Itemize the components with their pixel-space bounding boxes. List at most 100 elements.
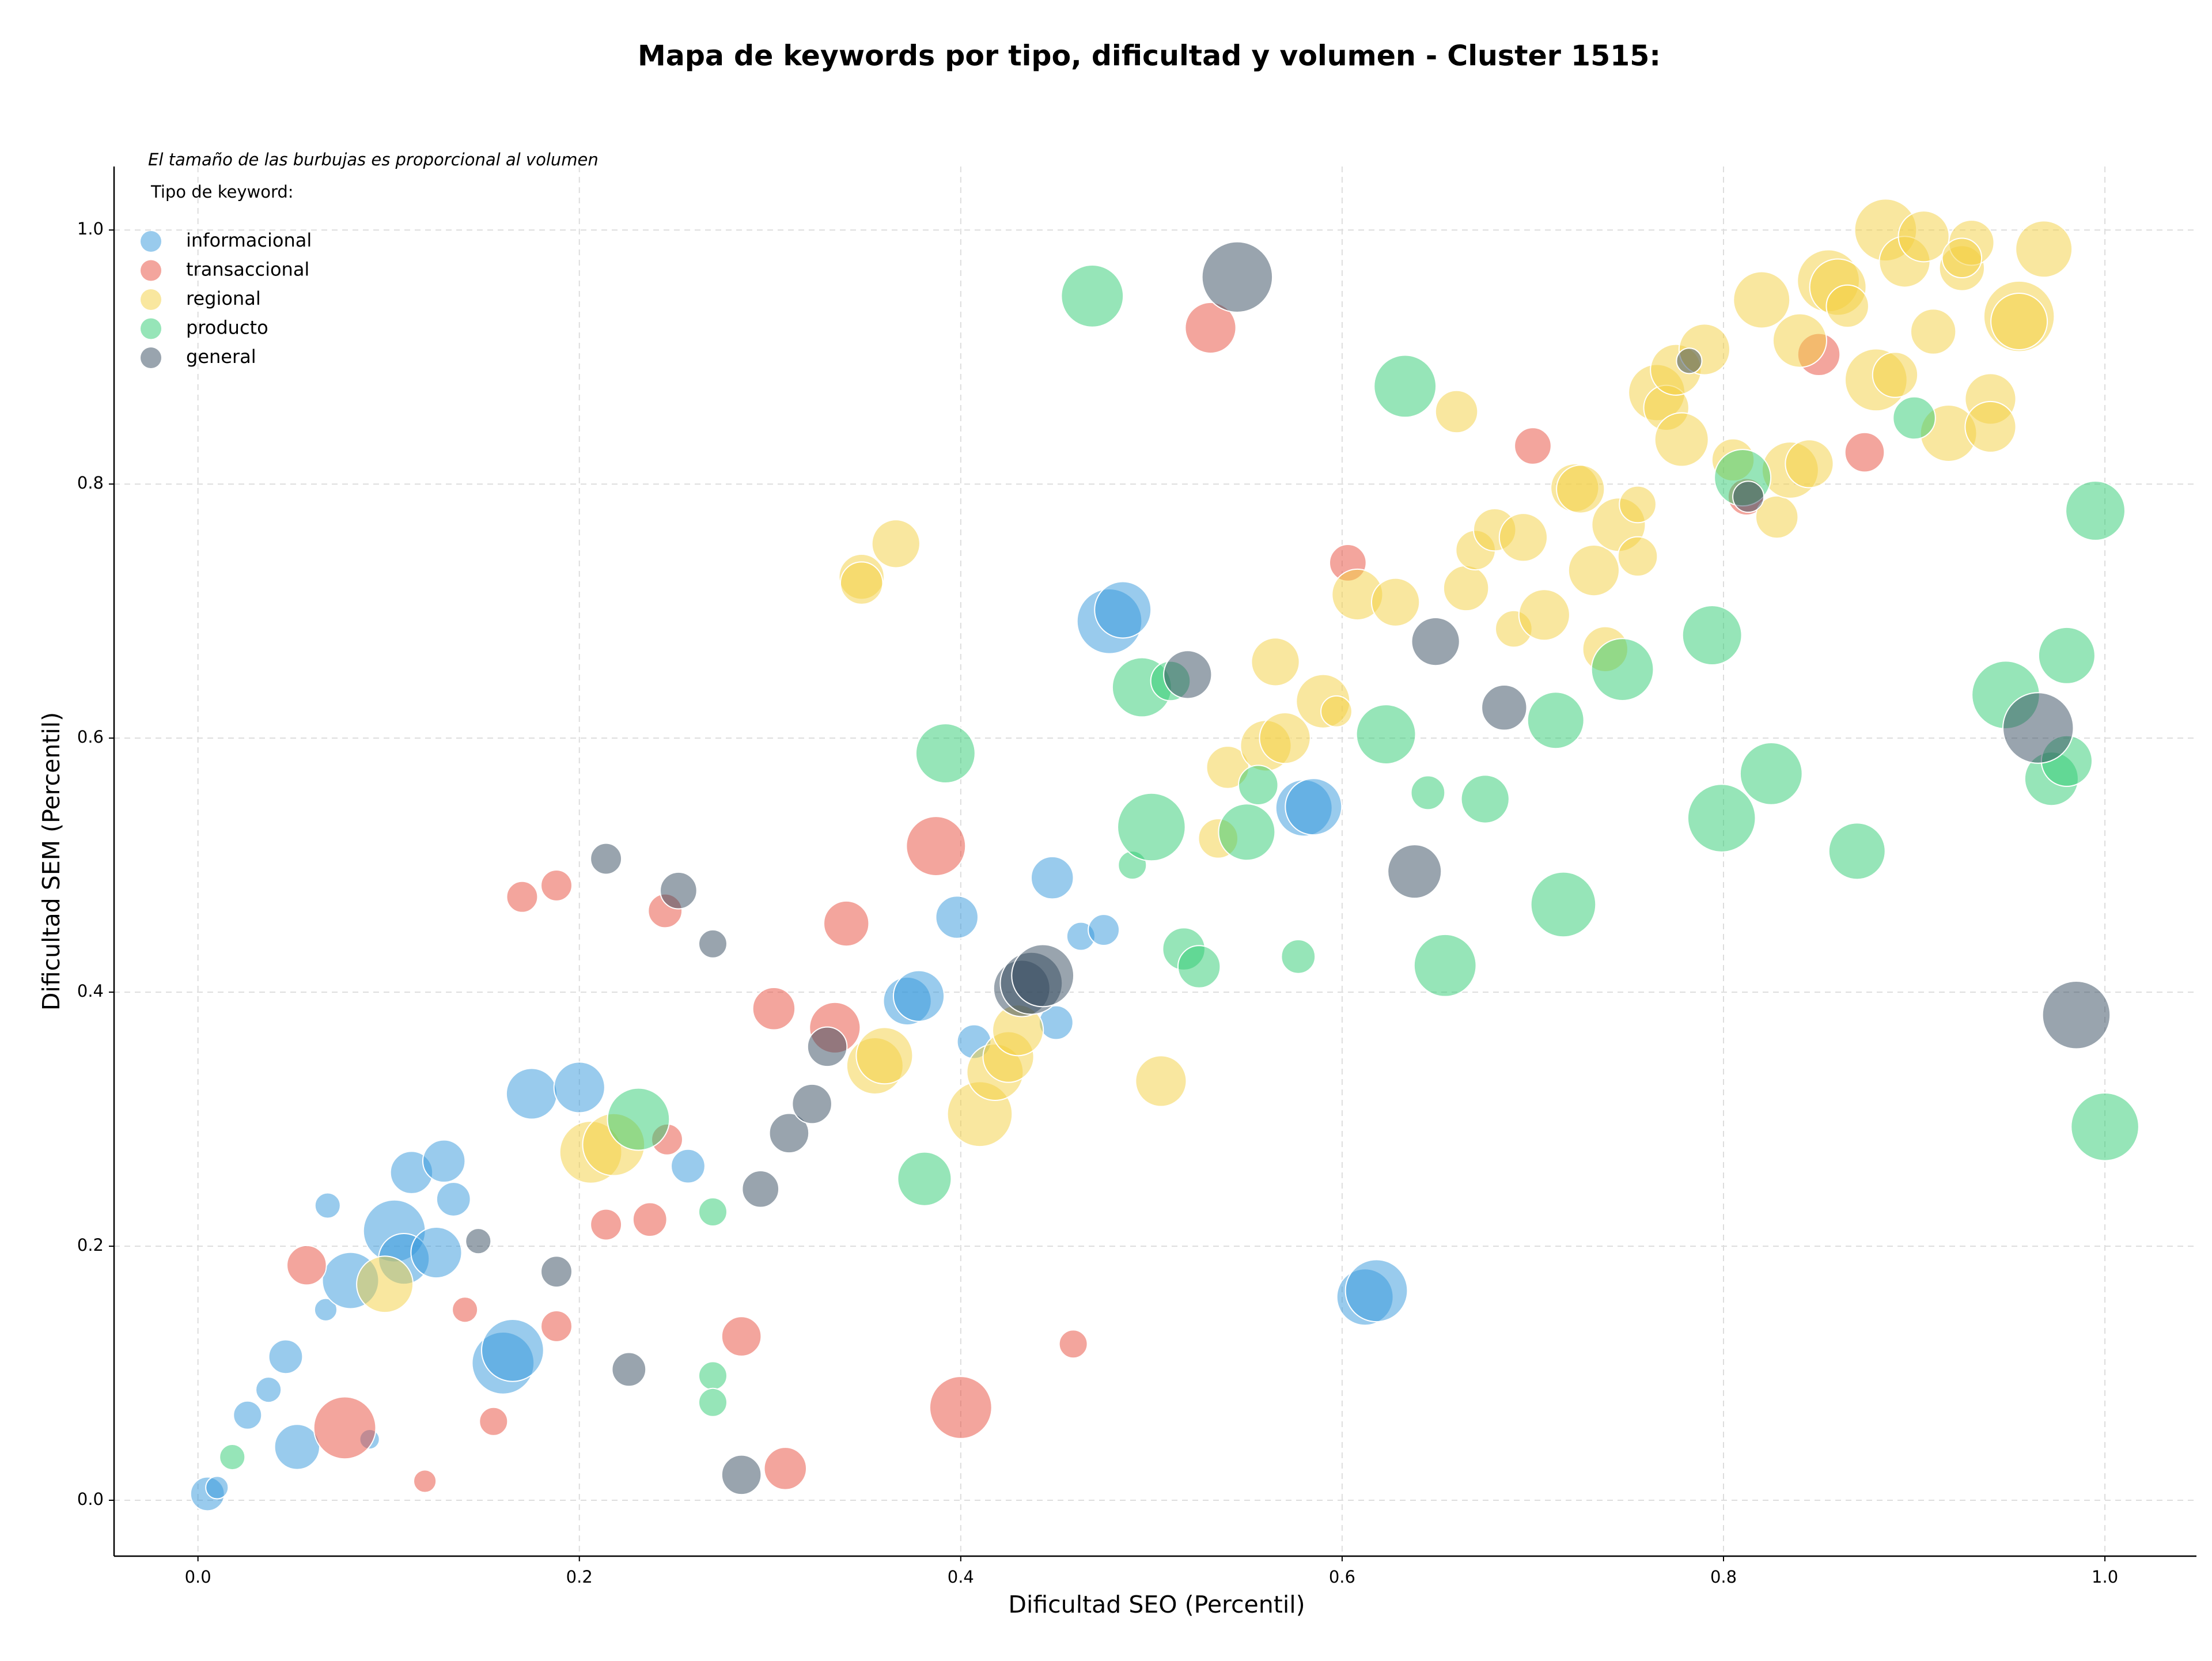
bubble bbox=[1990, 292, 2048, 350]
bubble bbox=[1434, 389, 1479, 434]
bubble bbox=[2070, 1092, 2139, 1161]
bubble bbox=[752, 987, 796, 1031]
bubble bbox=[1411, 616, 1460, 667]
bubble bbox=[1897, 210, 1950, 263]
bubble bbox=[1681, 605, 1743, 665]
bubble bbox=[698, 1197, 728, 1227]
bubble bbox=[2015, 220, 2073, 278]
bubble bbox=[1772, 313, 1827, 368]
bubble bbox=[671, 1148, 706, 1184]
bubble bbox=[506, 880, 539, 913]
bubble bbox=[897, 1151, 952, 1206]
bubble bbox=[1733, 271, 1791, 329]
legend-label: informacional bbox=[186, 229, 312, 251]
bubble bbox=[1590, 638, 1654, 701]
bubble bbox=[205, 1475, 229, 1500]
y-tick-label: 0.2 bbox=[77, 1235, 104, 1255]
bubble bbox=[1201, 241, 1274, 313]
y-tick-label: 0.6 bbox=[77, 727, 104, 747]
bubble bbox=[505, 1068, 558, 1120]
bubble bbox=[1031, 856, 1074, 900]
legend-title: Tipo de keyword: bbox=[150, 182, 294, 202]
bubble bbox=[1251, 637, 1300, 687]
bubble bbox=[1910, 308, 1957, 355]
bubble bbox=[1117, 792, 1186, 862]
bubble bbox=[1941, 237, 1983, 279]
bubble bbox=[479, 1406, 509, 1436]
bubble bbox=[1825, 284, 1869, 328]
bubble bbox=[1530, 871, 1597, 938]
bubble bbox=[763, 1447, 808, 1490]
bubble bbox=[410, 1226, 463, 1279]
bubble bbox=[540, 1255, 573, 1288]
bubble bbox=[1135, 1055, 1187, 1107]
bubble bbox=[1527, 691, 1585, 750]
bubble bbox=[1567, 544, 1620, 597]
bubble bbox=[892, 970, 945, 1022]
bubble bbox=[1163, 650, 1213, 699]
bubble bbox=[1514, 427, 1552, 465]
x-tick-label: 1.0 bbox=[2092, 1567, 2118, 1587]
bubble bbox=[1828, 822, 1886, 880]
bubble bbox=[1373, 354, 1437, 418]
bubble bbox=[1355, 704, 1416, 765]
bubble bbox=[1011, 944, 1075, 1008]
x-tick-label: 0.8 bbox=[1710, 1567, 1737, 1587]
bubble bbox=[1964, 400, 2017, 453]
legend-marker bbox=[141, 289, 161, 310]
bubble bbox=[274, 1424, 320, 1470]
bubble bbox=[1058, 1329, 1088, 1359]
bubble bbox=[540, 869, 573, 902]
y-tick-label: 0.4 bbox=[77, 981, 104, 1001]
bubble bbox=[721, 1316, 762, 1357]
bubble bbox=[452, 1296, 479, 1323]
bubble bbox=[2065, 480, 2126, 541]
bubble bbox=[1259, 712, 1311, 765]
x-tick-label: 0.0 bbox=[185, 1567, 211, 1587]
bubble bbox=[1619, 485, 1657, 524]
bubble bbox=[1320, 695, 1353, 728]
bubble bbox=[935, 895, 979, 939]
bubble bbox=[611, 1352, 647, 1387]
bubble bbox=[540, 1310, 573, 1342]
legend-label: producto bbox=[186, 317, 268, 339]
bubble bbox=[855, 1027, 914, 1085]
bubble bbox=[413, 1469, 437, 1493]
bubble bbox=[1442, 565, 1490, 612]
bubble bbox=[435, 1182, 471, 1217]
x-axis-label: Dificultad SEO (Percentil) bbox=[1008, 1591, 1305, 1618]
bubble bbox=[1481, 684, 1528, 731]
bubble bbox=[2002, 692, 2074, 764]
bubble bbox=[1755, 495, 1799, 539]
bubble bbox=[741, 1170, 780, 1208]
x-tick-label: 0.4 bbox=[948, 1567, 974, 1587]
bubble bbox=[1676, 347, 1703, 374]
bubble bbox=[313, 1396, 377, 1460]
bubble bbox=[313, 1297, 338, 1322]
bubble bbox=[233, 1400, 263, 1430]
legend-marker bbox=[141, 347, 161, 368]
bubble bbox=[1732, 480, 1764, 513]
bubble bbox=[698, 929, 728, 959]
bubble bbox=[1237, 765, 1279, 806]
bubble bbox=[590, 842, 623, 875]
bubble bbox=[2037, 626, 2096, 684]
bubble bbox=[590, 1208, 623, 1241]
bubble bbox=[1184, 301, 1237, 354]
x-tick-label: 0.2 bbox=[566, 1567, 593, 1587]
bubble bbox=[1218, 803, 1276, 861]
bubble bbox=[255, 1376, 282, 1403]
bubble bbox=[1556, 464, 1605, 514]
bubble bbox=[1518, 589, 1570, 641]
bubble bbox=[1413, 933, 1477, 997]
legend-label: general bbox=[186, 346, 256, 368]
bubble bbox=[1460, 774, 1510, 824]
bubble bbox=[823, 900, 870, 947]
bubble bbox=[1060, 264, 1124, 328]
legend-label: transaccional bbox=[186, 259, 309, 281]
bubble bbox=[607, 1087, 671, 1151]
bubble bbox=[721, 1454, 762, 1496]
bubble bbox=[1387, 844, 1442, 899]
